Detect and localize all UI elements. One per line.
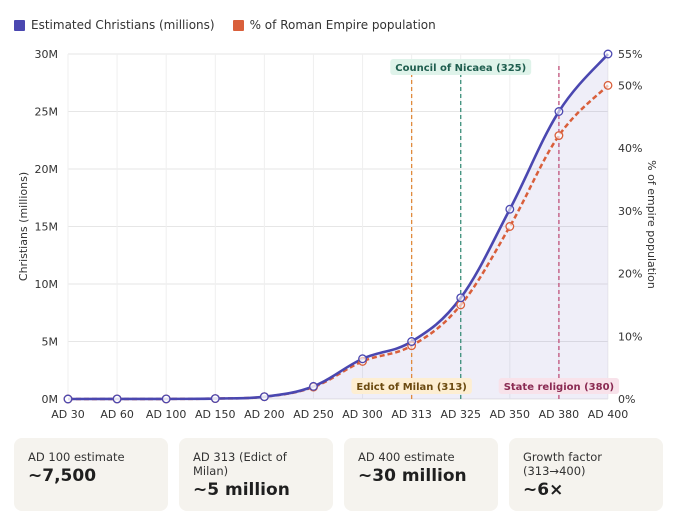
stat-card-value: ~30 million xyxy=(358,466,467,486)
y-right-tick-label: 30% xyxy=(618,205,642,218)
y-left-axis-title: Christians (millions) xyxy=(17,172,30,281)
christians-data-point xyxy=(161,394,171,404)
stat-card-ad400: AD 400 estimate ~30 million xyxy=(344,438,498,511)
legend-swatch-christians xyxy=(14,19,25,31)
annotation-text: Council of Nicaea (325) xyxy=(395,63,526,74)
x-tick-label: AD 325 xyxy=(440,408,481,421)
chart-legend: Estimated Christians (millions) % of Rom… xyxy=(14,18,436,32)
legend-label-christians: Estimated Christians (millions) xyxy=(31,18,215,32)
y-left-tick-label: 0M xyxy=(42,393,59,406)
christians-data-point xyxy=(407,337,417,346)
annotation-badge xyxy=(498,378,620,394)
percent-data-point xyxy=(554,131,564,140)
y-left-tick-label: 10M xyxy=(35,278,59,291)
x-tick-label: AD 313 xyxy=(391,408,432,421)
christians-data-point xyxy=(63,394,73,404)
annotation-label: Council of Nicaea (325) xyxy=(390,59,532,75)
annotation-badge xyxy=(390,59,532,75)
stat-card-label: AD 313 (Edict of Milan) xyxy=(193,450,287,478)
christians-data-point xyxy=(505,204,515,214)
x-tick-label: AD 150 xyxy=(195,408,236,421)
x-tick-label: AD 200 xyxy=(244,408,285,421)
y-right-tick-label: 20% xyxy=(618,268,642,281)
legend-item-christians[interactable]: Estimated Christians (millions) xyxy=(14,18,215,32)
stat-card-growth: Growth factor (313→400) ~6× xyxy=(509,438,663,511)
legend-swatch-percent xyxy=(232,19,244,31)
christians-data-point xyxy=(259,392,269,402)
annotation-label: State religion (380) xyxy=(498,378,620,394)
annotation-badge xyxy=(351,378,472,394)
legend-item-percent[interactable]: % of Roman Empire population xyxy=(232,18,436,32)
stat-card-ad313: AD 313 (Edict of Milan) ~5 million xyxy=(179,438,333,511)
x-tick-label: AD 350 xyxy=(490,408,531,421)
y-left-tick-label: 20M xyxy=(35,163,59,176)
percent-data-point xyxy=(505,222,515,231)
christianity-growth-chart: 0M 5M 10M 15M 20M 25M 30M AD 30 AD 60 AD 100 AD 15… xyxy=(17,48,658,421)
christians-area-fill xyxy=(68,54,608,399)
christians-data-point xyxy=(456,293,466,303)
stat-card-label: AD 400 estimate xyxy=(358,450,455,464)
stat-cards: AD 100 estimate ~7,500 AD 313 (Edict of … xyxy=(14,438,663,511)
christians-data-point xyxy=(603,49,613,59)
y-right-tick-label: 55% xyxy=(618,48,642,61)
y-left-tick-label: 15M xyxy=(35,221,59,234)
christians-data-point xyxy=(112,394,122,404)
stat-card-value: ~7,500 xyxy=(28,466,97,486)
stat-card-label: AD 100 estimate xyxy=(28,450,125,464)
christians-data-point xyxy=(554,107,564,116)
y-right-tick-label: 40% xyxy=(618,142,642,155)
christians-data-point xyxy=(358,354,367,364)
annotation-text: State religion (380) xyxy=(504,382,614,393)
christians-data-point xyxy=(309,381,318,391)
annotation-label: Edict of Milan (313) xyxy=(351,378,472,394)
y-left-tick-label: 30M xyxy=(35,48,59,61)
x-tick-label: AD 380 xyxy=(539,408,580,421)
y-right-axis-title: % of empire population xyxy=(645,160,658,289)
x-tick-label: AD 100 xyxy=(146,408,187,421)
x-tick-label: AD 60 xyxy=(100,408,134,421)
percent-data-point xyxy=(603,80,613,90)
y-right-tick-label: 50% xyxy=(618,79,642,92)
stat-card-value: ~5 million xyxy=(193,480,290,500)
annotation-text: Edict of Milan (313) xyxy=(356,382,466,393)
stat-card-ad100: AD 100 estimate ~7,500 xyxy=(14,438,168,511)
y-left-tick-label: 25M xyxy=(35,106,59,119)
x-tick-label: AD 300 xyxy=(342,408,383,421)
y-right-tick-label: 10% xyxy=(618,330,642,343)
x-tick-label: AD 30 xyxy=(51,408,85,421)
legend-label-percent: % of Roman Empire population xyxy=(249,18,436,32)
y-left-tick-label: 5M xyxy=(42,336,59,349)
x-tick-label: AD 400 xyxy=(588,408,629,421)
x-tick-label: AD 250 xyxy=(293,408,334,421)
christians-data-point xyxy=(210,394,220,403)
y-right-tick-label: 0% xyxy=(618,393,635,406)
stat-card-label: Growth factor (313→400) xyxy=(523,450,602,478)
stat-card-value: ~6× xyxy=(523,480,564,500)
